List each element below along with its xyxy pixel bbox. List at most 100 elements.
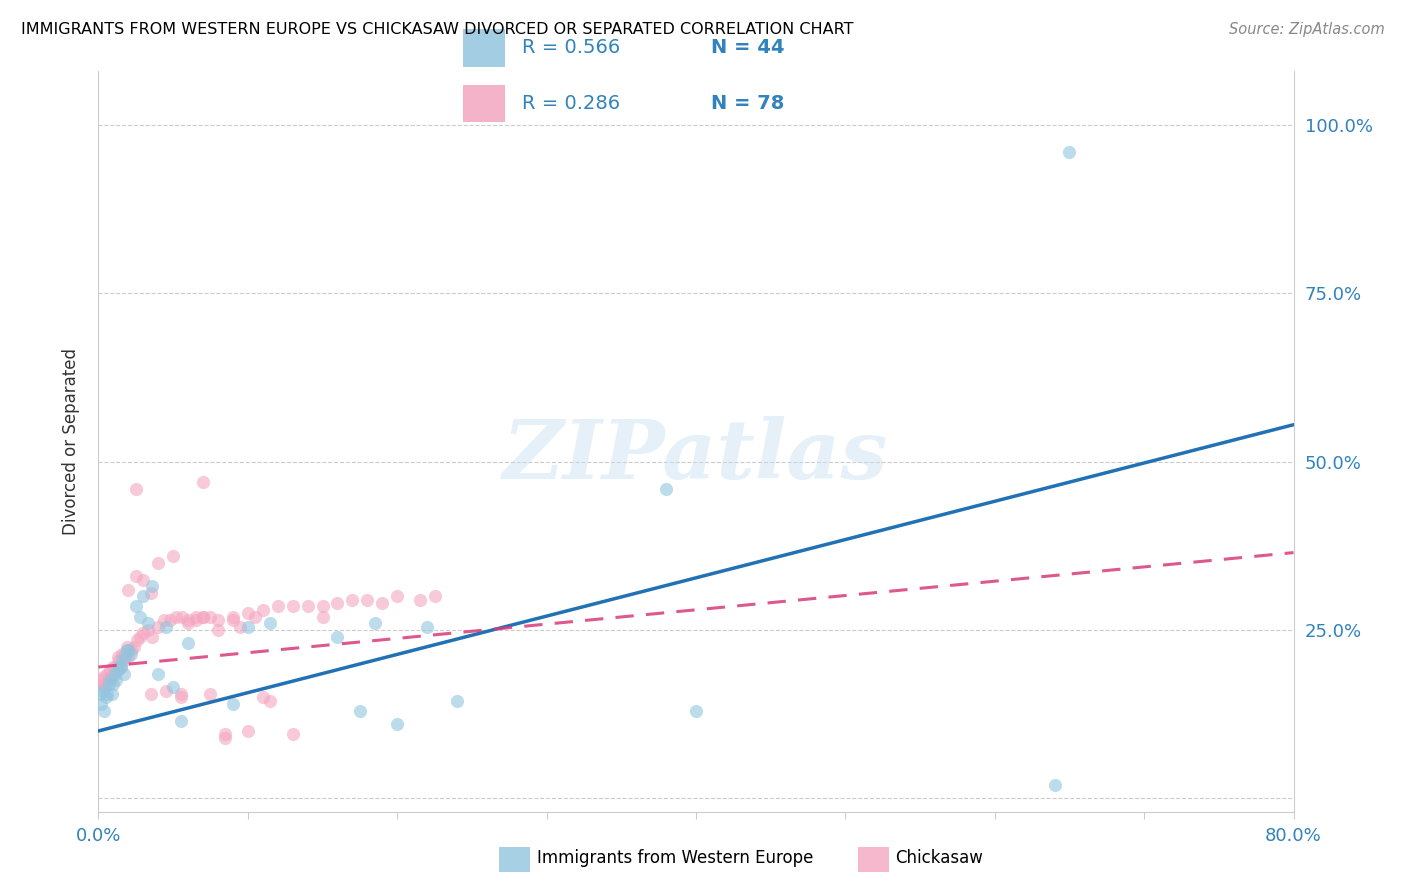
Point <box>117 649 139 664</box>
Point <box>97 677 120 691</box>
Point <box>165 609 187 624</box>
Point <box>111 647 134 661</box>
Point <box>127 633 149 648</box>
Point <box>385 717 409 731</box>
Point <box>229 620 252 634</box>
Point <box>184 609 207 624</box>
Point <box>107 664 129 678</box>
Point <box>214 731 236 745</box>
Point <box>408 592 430 607</box>
Point <box>159 613 181 627</box>
Point <box>136 623 159 637</box>
Text: R = 0.566: R = 0.566 <box>522 38 620 57</box>
Text: R = 0.286: R = 0.286 <box>522 95 620 113</box>
Point <box>136 616 159 631</box>
Point <box>200 687 222 701</box>
Point <box>172 609 194 624</box>
Point <box>236 723 259 738</box>
Point <box>685 704 707 718</box>
Point <box>259 616 281 631</box>
Text: Immigrants from Western Europe: Immigrants from Western Europe <box>537 849 814 867</box>
Point <box>184 613 207 627</box>
Point <box>89 687 111 701</box>
Point <box>169 690 191 705</box>
Point <box>326 630 349 644</box>
Point <box>132 590 155 604</box>
Point <box>101 670 124 684</box>
Point <box>104 666 127 681</box>
Point <box>94 677 117 691</box>
Point <box>110 660 132 674</box>
Point <box>105 673 128 688</box>
Point <box>191 475 214 489</box>
Point <box>120 643 142 657</box>
Point <box>148 666 170 681</box>
Point <box>207 623 229 637</box>
Point <box>236 606 259 620</box>
Point <box>105 664 128 678</box>
Point <box>252 690 274 705</box>
Point <box>200 609 222 624</box>
Text: Source: ZipAtlas.com: Source: ZipAtlas.com <box>1229 22 1385 37</box>
Y-axis label: Divorced or Separated: Divorced or Separated <box>62 348 80 535</box>
Point <box>342 592 364 607</box>
Point <box>153 613 176 627</box>
Point <box>112 653 135 667</box>
Point <box>297 599 319 614</box>
Point <box>1043 778 1066 792</box>
Point <box>148 556 170 570</box>
Point <box>132 626 155 640</box>
Point <box>103 660 125 674</box>
Point <box>98 664 122 678</box>
Point <box>222 613 245 627</box>
Point <box>364 616 387 631</box>
Point <box>155 620 177 634</box>
Point <box>1059 145 1081 160</box>
Point <box>115 643 138 657</box>
Point <box>112 666 135 681</box>
Point <box>139 687 162 701</box>
Point <box>114 647 136 661</box>
Point <box>326 596 349 610</box>
Point <box>120 647 142 661</box>
Text: N = 78: N = 78 <box>711 95 785 113</box>
Point <box>423 590 446 604</box>
Point <box>245 609 267 624</box>
Point <box>104 660 127 674</box>
Point <box>101 687 124 701</box>
Point <box>162 680 184 694</box>
Point <box>93 704 115 718</box>
Point <box>114 649 136 664</box>
Point <box>108 660 131 674</box>
Point <box>162 549 184 563</box>
Point <box>125 569 148 583</box>
Point <box>117 582 139 597</box>
Point <box>96 687 118 701</box>
FancyBboxPatch shape <box>463 29 505 67</box>
Point <box>416 620 439 634</box>
Point <box>207 613 229 627</box>
Point <box>222 609 245 624</box>
Text: ZIPatlas: ZIPatlas <box>503 417 889 496</box>
Text: N = 44: N = 44 <box>711 38 785 57</box>
Point <box>132 573 155 587</box>
Point <box>115 640 138 654</box>
Point <box>129 609 152 624</box>
Point <box>371 596 394 610</box>
Point <box>124 640 146 654</box>
Point <box>94 690 117 705</box>
Point <box>177 613 200 627</box>
Point <box>311 599 333 614</box>
Point <box>191 609 214 624</box>
FancyBboxPatch shape <box>463 85 505 122</box>
Point <box>177 636 200 650</box>
Point <box>349 704 371 718</box>
Point <box>117 643 139 657</box>
Point <box>111 653 134 667</box>
Point <box>214 727 236 741</box>
Point <box>129 630 152 644</box>
Point <box>110 660 132 674</box>
Point <box>655 482 678 496</box>
Point <box>191 609 214 624</box>
Text: Chickasaw: Chickasaw <box>896 849 984 867</box>
